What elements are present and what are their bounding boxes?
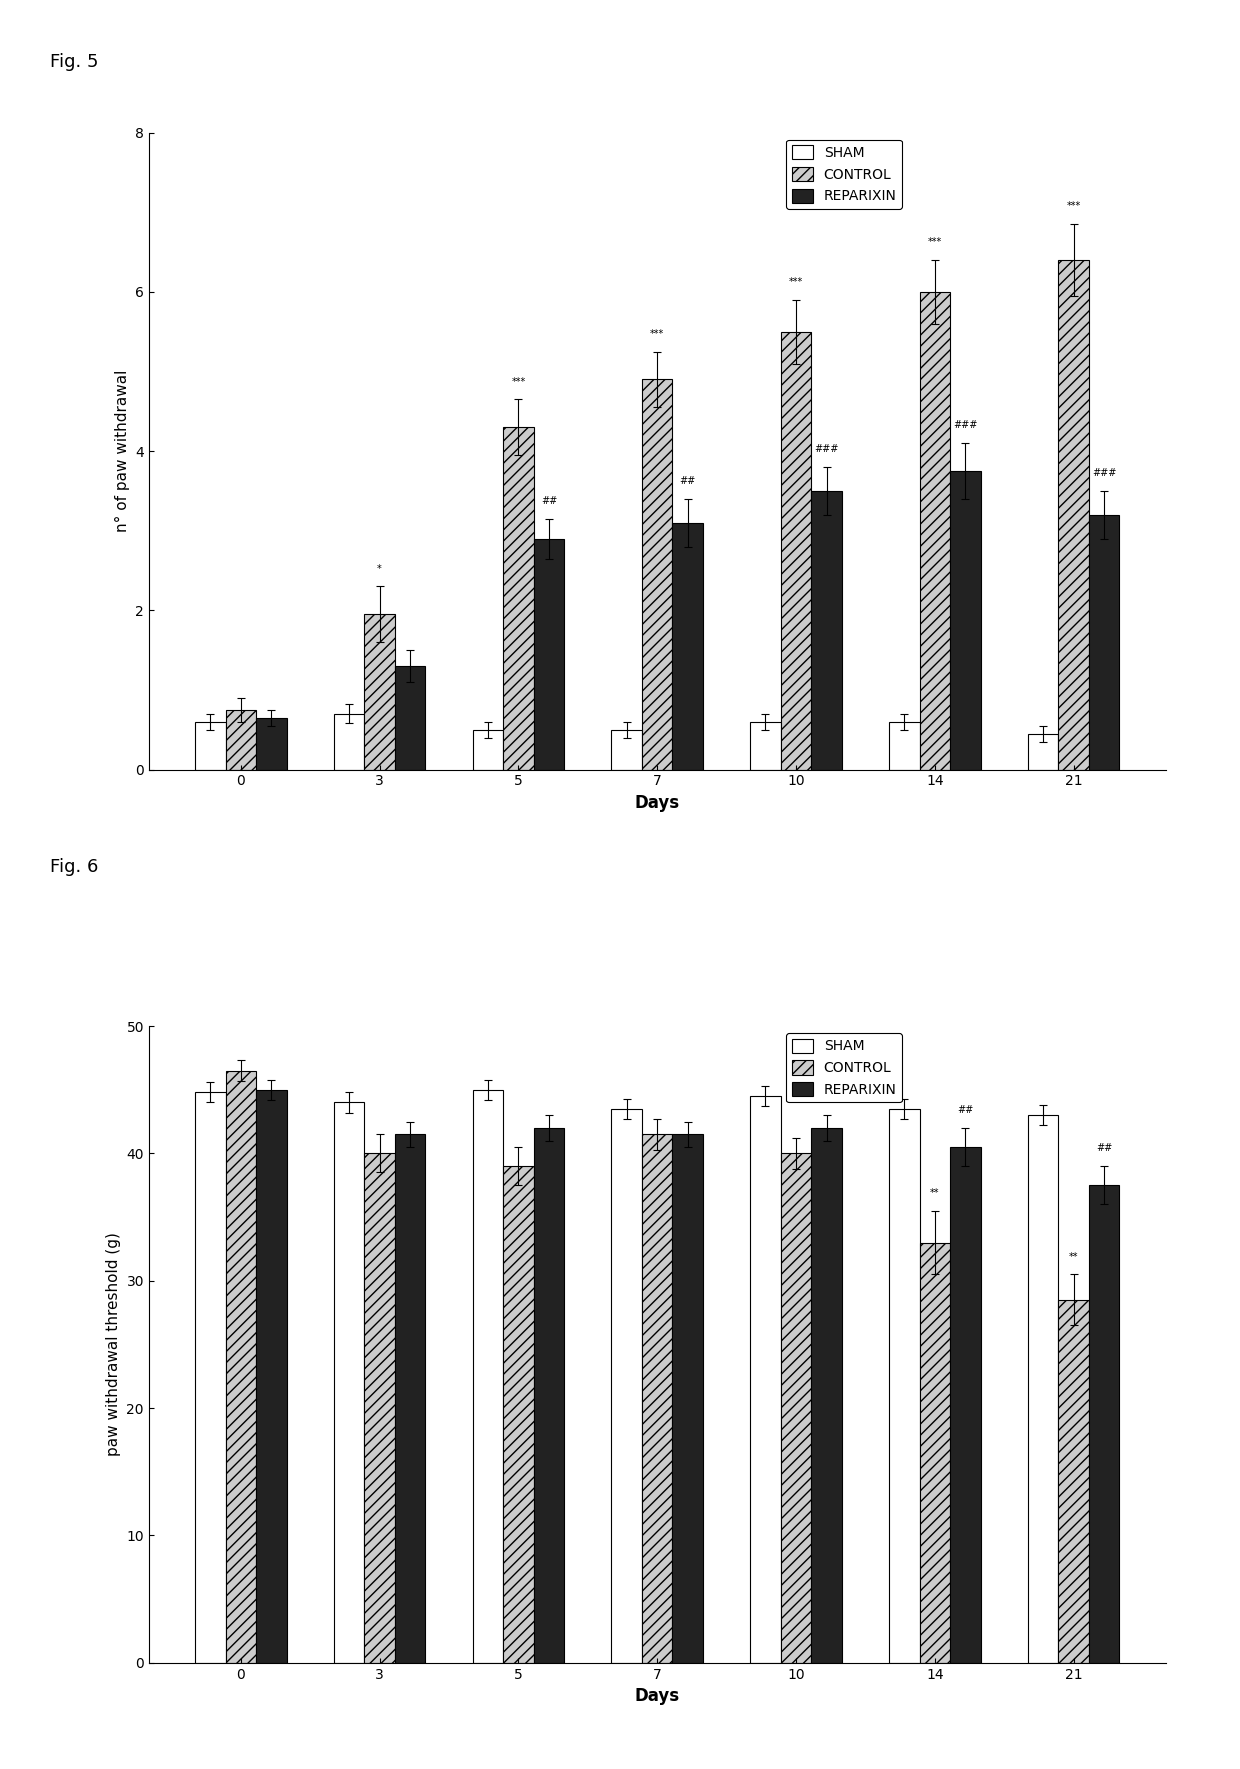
Text: Fig. 6: Fig. 6 bbox=[50, 858, 98, 876]
Bar bbox=[950, 471, 981, 770]
Text: ***: *** bbox=[928, 237, 942, 248]
Text: ###: ### bbox=[815, 444, 838, 455]
Bar bbox=[1089, 515, 1120, 770]
Text: ###: ### bbox=[954, 421, 977, 430]
Bar bbox=[1058, 260, 1089, 770]
Bar bbox=[503, 428, 533, 770]
Bar bbox=[257, 718, 286, 770]
Text: ##: ## bbox=[957, 1106, 973, 1114]
Bar bbox=[889, 722, 920, 770]
Bar bbox=[611, 1109, 642, 1663]
Bar bbox=[257, 1090, 286, 1663]
Text: *: * bbox=[377, 564, 382, 573]
Bar bbox=[950, 1146, 981, 1663]
Bar bbox=[811, 492, 842, 770]
Bar bbox=[334, 1102, 365, 1663]
Bar bbox=[533, 538, 564, 770]
Bar bbox=[889, 1109, 920, 1663]
Bar bbox=[920, 1242, 950, 1663]
Bar bbox=[226, 1070, 257, 1663]
Legend: SHAM, CONTROL, REPARIXIN: SHAM, CONTROL, REPARIXIN bbox=[786, 1033, 901, 1102]
Y-axis label: paw withdrawal threshold (g): paw withdrawal threshold (g) bbox=[105, 1233, 120, 1456]
Bar bbox=[611, 731, 642, 770]
Bar bbox=[811, 1129, 842, 1663]
Bar bbox=[472, 731, 503, 770]
Bar bbox=[642, 1134, 672, 1663]
Bar bbox=[750, 1097, 781, 1663]
Bar bbox=[1089, 1185, 1120, 1663]
Bar bbox=[503, 1166, 533, 1663]
Bar bbox=[394, 665, 425, 770]
Bar bbox=[781, 333, 811, 770]
Bar bbox=[672, 524, 703, 770]
Text: **: ** bbox=[930, 1189, 940, 1198]
Bar bbox=[642, 380, 672, 770]
Text: Fig. 5: Fig. 5 bbox=[50, 53, 98, 71]
Text: ###: ### bbox=[1092, 469, 1116, 478]
Bar bbox=[365, 1153, 394, 1663]
Text: ***: *** bbox=[511, 377, 526, 387]
X-axis label: Days: Days bbox=[635, 794, 680, 812]
Bar bbox=[472, 1090, 503, 1663]
Bar bbox=[365, 614, 394, 770]
Bar bbox=[1028, 1114, 1058, 1663]
Text: ***: *** bbox=[650, 329, 665, 340]
Bar bbox=[533, 1129, 564, 1663]
Bar bbox=[672, 1134, 703, 1663]
Bar bbox=[195, 1091, 226, 1663]
Text: ***: *** bbox=[789, 278, 804, 287]
Bar bbox=[1058, 1300, 1089, 1663]
Text: ##: ## bbox=[680, 476, 696, 486]
Text: ##: ## bbox=[1096, 1143, 1112, 1153]
Legend: SHAM, CONTROL, REPARIXIN: SHAM, CONTROL, REPARIXIN bbox=[786, 140, 901, 209]
Bar bbox=[226, 709, 257, 770]
Y-axis label: n° of paw withdrawal: n° of paw withdrawal bbox=[114, 370, 129, 532]
Bar bbox=[334, 715, 365, 770]
Bar bbox=[920, 292, 950, 770]
X-axis label: Days: Days bbox=[635, 1688, 680, 1705]
Text: ##: ## bbox=[541, 495, 557, 506]
Bar bbox=[394, 1134, 425, 1663]
Text: ***: *** bbox=[1066, 202, 1081, 212]
Text: **: ** bbox=[1069, 1252, 1079, 1261]
Bar bbox=[781, 1153, 811, 1663]
Bar bbox=[1028, 734, 1058, 770]
Bar bbox=[750, 722, 781, 770]
Bar bbox=[195, 722, 226, 770]
